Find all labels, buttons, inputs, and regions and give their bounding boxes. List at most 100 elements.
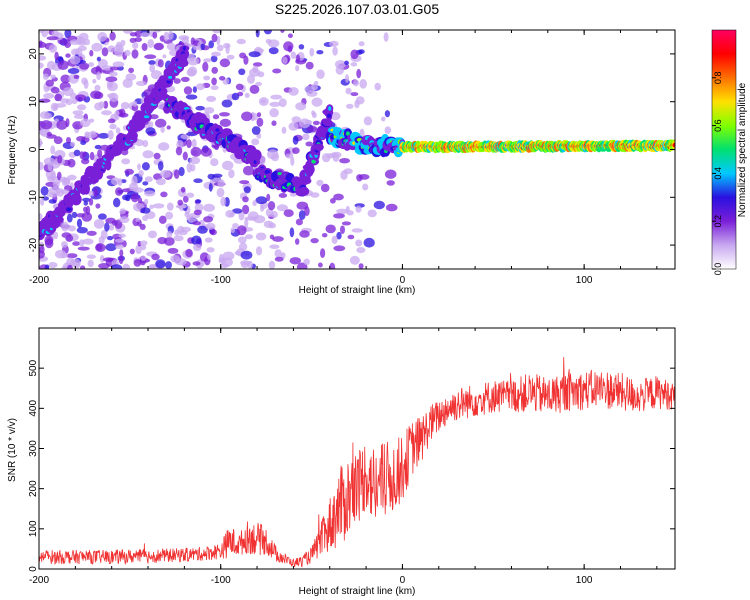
heatmap-cell	[316, 50, 324, 55]
heatmap-cell	[349, 255, 360, 265]
heatmap-cell	[298, 118, 311, 129]
heatmap-cell	[43, 157, 56, 166]
heatmap-cell	[216, 44, 224, 52]
heatmap-cell	[157, 59, 164, 68]
heatmap-cell	[267, 149, 279, 160]
heatmap-cell	[97, 132, 110, 139]
heatmap-cell	[163, 237, 175, 246]
heatmap-cell	[312, 120, 320, 126]
heatmap-cell	[334, 60, 347, 69]
heatmap-cell	[255, 232, 267, 241]
heatmap-cell	[191, 235, 202, 246]
heatmap-cell	[186, 162, 192, 173]
heatmap-cell	[269, 244, 280, 249]
heatmap-cell	[115, 41, 122, 52]
heatmap-cell	[89, 151, 95, 161]
heatmap-cell	[94, 102, 104, 111]
heatmap-cell	[175, 146, 183, 156]
heatmap-cell	[94, 144, 102, 150]
heatmap-cell	[67, 264, 73, 269]
heatmap-cell	[333, 245, 346, 252]
heatmap-cell	[39, 161, 44, 171]
heatmap-cell	[39, 138, 43, 148]
heatmap-cell	[340, 225, 345, 234]
heatmap-cell	[309, 47, 315, 57]
heatmap-cell	[223, 42, 231, 49]
heatmap-cell	[210, 85, 219, 91]
heatmap-cell	[88, 62, 95, 67]
heatmap-cell	[165, 211, 174, 220]
heatmap-cell	[173, 169, 180, 180]
heatmap-cell	[247, 74, 255, 84]
heatmap-cell	[242, 196, 249, 203]
heatmap-cell	[230, 227, 236, 234]
heatmap-cell	[187, 66, 198, 77]
heatmap-cell	[339, 158, 350, 164]
heatmap-cell	[147, 39, 154, 48]
colorbar-tick-label: 0.0	[713, 263, 723, 276]
snr-series	[39, 356, 675, 568]
heatmap-cell	[155, 259, 166, 269]
heatmap-cell	[99, 254, 105, 263]
heatmap-cell	[260, 204, 265, 212]
heatmap-cell	[290, 156, 295, 166]
heatmap-cell	[162, 54, 167, 59]
heatmap-cell	[142, 150, 154, 159]
snr-plot-area	[39, 328, 675, 569]
colorbar-gradient	[711, 29, 737, 270]
heatmap-cell	[141, 162, 150, 171]
heatmap-cell	[189, 156, 201, 165]
heatmap-cell	[66, 257, 75, 267]
heatmap-cell	[107, 93, 116, 99]
heatmap-cell	[280, 252, 286, 259]
heatmap-cell	[39, 41, 47, 48]
heatmap-cell	[295, 54, 301, 63]
heatmap-cell	[142, 181, 149, 186]
heatmap-cell	[95, 203, 101, 209]
heatmap-blobs	[39, 30, 675, 269]
heatmap-cell	[211, 51, 221, 57]
heatmap-xtick-label: -100	[211, 275, 231, 286]
heatmap-cell	[149, 114, 159, 120]
heatmap-cell	[83, 206, 88, 213]
heatmap-cell	[355, 205, 362, 213]
heatmap-cell	[350, 92, 359, 97]
heatmap-cell	[240, 250, 253, 260]
heatmap-cell	[72, 241, 81, 246]
heatmap-cell	[39, 213, 43, 221]
heatmap-cell	[135, 244, 142, 255]
colorbar-ticks: 0.0 0.2 0.4 0.6 0.8	[712, 72, 723, 276]
heatmap-cell	[107, 130, 114, 140]
snr-xtick-label: 100	[576, 575, 593, 586]
heatmap-cell	[203, 216, 214, 223]
heatmap-cell	[186, 139, 192, 149]
heatmap-cell	[196, 83, 205, 91]
heatmap-cell	[144, 176, 153, 183]
heatmap-cell	[107, 235, 113, 241]
heatmap-cell	[202, 61, 209, 72]
heatmap-cell	[67, 68, 80, 74]
colorbar-tick-label: 0.4	[713, 167, 723, 180]
snr-ytick-label: 300	[28, 440, 39, 457]
heatmap-ylabel: Frequency (Hz)	[7, 116, 18, 185]
heatmap-cell	[112, 61, 125, 68]
heatmap-cell	[64, 39, 72, 48]
heatmap-cell	[185, 248, 193, 258]
heatmap-cell	[39, 55, 47, 61]
heatmap-cell	[363, 116, 373, 126]
heatmap-cell	[81, 158, 90, 165]
heatmap-cell	[350, 62, 358, 67]
heatmap-cell	[87, 259, 94, 268]
heatmap-cell	[41, 30, 49, 38]
heatmap-cell	[53, 231, 59, 240]
heatmap-cell	[141, 43, 148, 51]
heatmap-cell	[247, 260, 253, 269]
heatmap-cell	[105, 76, 118, 82]
heatmap-cell	[88, 198, 94, 206]
heatmap-cell	[121, 158, 131, 165]
heatmap-cell	[180, 76, 190, 82]
heatmap-cell	[83, 200, 89, 206]
heatmap-cell	[358, 174, 370, 180]
heatmap-cell	[72, 211, 78, 219]
heatmap-cell	[210, 229, 217, 236]
